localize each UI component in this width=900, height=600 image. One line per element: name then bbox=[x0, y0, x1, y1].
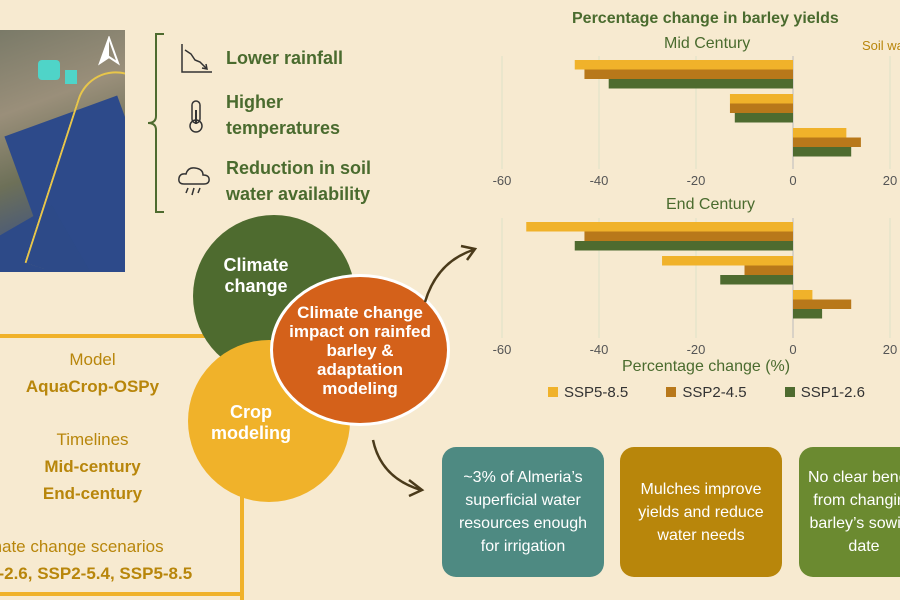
model-info: Model AquaCrop-OSPy bbox=[0, 346, 185, 400]
bar-ssp1-2.6 bbox=[720, 275, 793, 285]
legend-ssp245: SSP2-4.5 bbox=[666, 384, 747, 401]
tick-label: -20 bbox=[687, 173, 706, 188]
thermometer-icon bbox=[189, 100, 203, 133]
bar-ssp5-8.5 bbox=[574, 60, 793, 70]
tick-label: -60 bbox=[493, 342, 512, 357]
chart-legend: SSP5-8.5 SSP2-4.5 SSP1-2.6 bbox=[548, 384, 865, 401]
timelines-info: Timelines Mid-century End-century bbox=[0, 426, 185, 507]
arrow-to-chart-icon bbox=[423, 244, 478, 303]
chart-end-subtitle: End Century bbox=[666, 196, 755, 213]
chart-down-icon bbox=[181, 44, 212, 73]
chart-xlabel: Percentage change (%) bbox=[622, 358, 791, 375]
tick-label: 20 bbox=[883, 173, 897, 188]
connector-line-bottom bbox=[0, 592, 244, 596]
tick-label: -40 bbox=[590, 173, 609, 188]
bullet-higher-temperatures: Higher temperatures bbox=[226, 92, 341, 138]
bar-ssp1-2.6 bbox=[793, 147, 852, 157]
timelines-label: Timelines bbox=[56, 430, 129, 449]
soil-water-label: Soil water bbox=[862, 38, 900, 53]
climate-impact-circle: Climate change impact on rainfed barley … bbox=[270, 274, 450, 426]
bar-ssp5-8.5 bbox=[793, 290, 813, 300]
scenarios-info: Climate change scenarios SSP1-2.6, SSP2-… bbox=[0, 533, 238, 587]
tick-label: -20 bbox=[687, 342, 706, 357]
tick-label: 20 bbox=[883, 342, 897, 357]
north-arrow-icon bbox=[98, 36, 120, 66]
model-value: AquaCrop-OSPy bbox=[25, 377, 160, 396]
bar-ssp2-4.5 bbox=[584, 69, 793, 79]
connector-line-vertical bbox=[240, 470, 244, 600]
bar-ssp1-2.6 bbox=[574, 241, 793, 251]
tick-label: -60 bbox=[493, 173, 512, 188]
almeria-satellite-map bbox=[0, 30, 125, 272]
bar-ssp5-8.5 bbox=[729, 94, 793, 104]
result-box-mulches: Mulches improve yields and reduce water … bbox=[620, 447, 782, 577]
chart-mid-subtitle: Mid Century bbox=[664, 35, 751, 52]
bar-ssp1-2.6 bbox=[608, 79, 793, 89]
tick-label: 0 bbox=[789, 342, 796, 357]
bar-ssp1-2.6 bbox=[734, 113, 793, 123]
bar-ssp5-8.5 bbox=[662, 256, 793, 266]
bar-ssp2-4.5 bbox=[584, 231, 793, 241]
bullet-soil-water: Reduction in soil water availability bbox=[226, 158, 372, 204]
bar-ssp2-4.5 bbox=[744, 265, 793, 275]
connector-line-top bbox=[0, 334, 205, 338]
legend-ssp126: SSP1-2.6 bbox=[784, 384, 865, 401]
chart-title: Percentage change in barley yields bbox=[572, 10, 839, 27]
tick-label: -40 bbox=[590, 342, 609, 357]
bar-ssp5-8.5 bbox=[526, 222, 793, 232]
bullet-lower-rainfall: Lower rainfall bbox=[226, 48, 344, 68]
result-box-sowing: No clear benefit from changing barley’s … bbox=[799, 447, 900, 577]
bar-ssp1-2.6 bbox=[793, 309, 823, 319]
barley-yield-chart: -60 -40 -20 0 20 -60 -40 -20 0 20 bbox=[493, 56, 897, 357]
result-box-water: ~3% of Almeria’s superficial water resou… bbox=[442, 447, 604, 577]
tick-label: 0 bbox=[789, 173, 796, 188]
bar-ssp2-4.5 bbox=[793, 299, 852, 309]
rain-cloud-icon bbox=[178, 167, 210, 196]
arrow-to-results-icon bbox=[371, 439, 425, 498]
timeline-mid: Mid-century bbox=[44, 457, 141, 476]
legend-ssp585: SSP5-8.5 bbox=[548, 384, 628, 401]
bar-ssp5-8.5 bbox=[793, 128, 847, 138]
bar-ssp2-4.5 bbox=[729, 103, 793, 113]
scenarios-value: SSP1-2.6, SSP2-5.4, SSP5-8.5 bbox=[0, 564, 193, 583]
bar-ssp2-4.5 bbox=[793, 137, 861, 147]
timeline-end: End-century bbox=[42, 484, 143, 503]
bracket-decoration bbox=[147, 33, 164, 213]
model-label: Model bbox=[69, 350, 116, 369]
scenarios-label: Climate change scenarios bbox=[0, 537, 164, 556]
